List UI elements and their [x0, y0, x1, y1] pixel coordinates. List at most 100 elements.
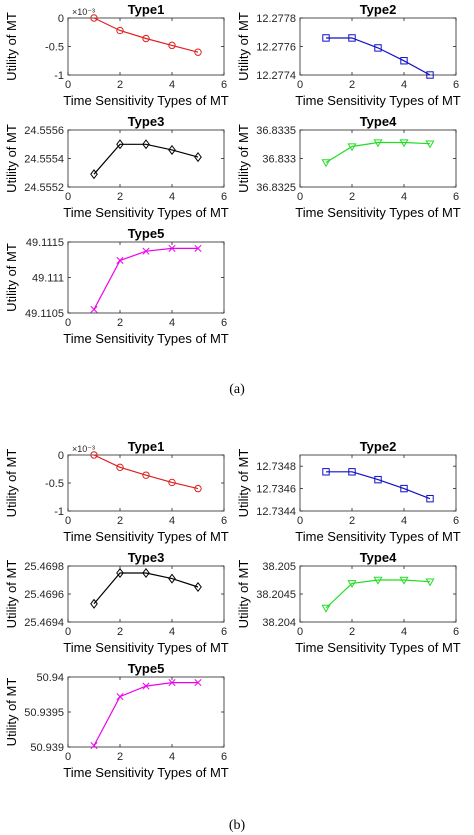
y-tick-label: 49.1105	[25, 308, 64, 320]
x-axis-label: Time Sensitivity Types of MT	[63, 205, 228, 220]
data-point	[142, 471, 150, 479]
series-line	[93, 572, 199, 605]
data-point	[90, 14, 98, 22]
y-tick-label: 50.94	[36, 672, 64, 684]
axes-box	[67, 454, 225, 512]
x-tick-label: 0	[65, 191, 71, 203]
data-point	[168, 478, 176, 487]
data-point	[426, 71, 434, 79]
data-point	[90, 305, 98, 314]
data-point	[194, 484, 202, 493]
y-tick-label: 49.111	[32, 273, 64, 285]
data-point	[194, 581, 202, 593]
data-point	[321, 159, 331, 168]
y-tick-label: 12.7344	[256, 506, 296, 518]
x-tick-label: 0	[65, 751, 71, 763]
data-point	[400, 57, 408, 65]
chart-title: Type3	[128, 550, 165, 565]
data-point	[142, 139, 150, 150]
y-axis-label: Utility of MT	[4, 243, 19, 312]
x-tick-label: 4	[169, 751, 175, 763]
series-line	[93, 454, 199, 490]
y-tick-label: 50.939	[30, 742, 64, 754]
data-point	[194, 48, 202, 56]
y-tick-label: 25.4696	[24, 589, 64, 601]
chart-title: Type4	[360, 550, 397, 565]
series-line	[326, 471, 431, 500]
caption-panel-a: (a)	[229, 382, 245, 397]
y-tick-label: 50.9395	[24, 707, 64, 719]
data-point	[90, 451, 98, 459]
x-tick-label: 0	[297, 626, 303, 638]
data-point	[142, 34, 150, 43]
y-tick-label: 24.5554	[24, 154, 64, 166]
data-point	[400, 484, 408, 493]
x-tick-label: 0	[65, 317, 71, 329]
data-point	[322, 468, 330, 476]
axes-box	[67, 241, 225, 314]
x-tick-label: 6	[221, 626, 227, 638]
series-line	[325, 579, 431, 609]
x-tick-label: 4	[401, 626, 407, 638]
axes-box	[299, 129, 457, 188]
axes-box	[299, 17, 457, 76]
data-point	[168, 144, 176, 155]
series-line	[326, 37, 431, 76]
data-point	[374, 44, 382, 52]
x-tick-label: 2	[349, 79, 355, 91]
x-tick-label: 0	[65, 626, 71, 638]
y-tick-label: -1	[54, 70, 64, 82]
subplot-a-type3: 0 2 4 6 24.5556 24.5554 24.5552 Type3 Time Sensi…	[4, 114, 229, 220]
x-axis-label: Time Sensitivity Types of MT	[295, 93, 460, 108]
x-tick-label: 6	[221, 191, 227, 203]
subplot-b-type1: 0 2 4 6 0 -0.5 -1 Type1 Time Sensitivity Types o…	[4, 439, 229, 544]
chart-title: Type4	[360, 114, 397, 129]
data-point	[90, 598, 98, 609]
x-tick-label: 6	[453, 79, 459, 91]
y-axis-label: Utility of MT	[236, 560, 251, 629]
y-tick-label: 36.833	[262, 154, 296, 166]
y-tick-label: 25.4698	[24, 561, 64, 573]
x-tick-label: 0	[297, 191, 303, 203]
chart-title: Type1	[128, 2, 165, 17]
data-point	[116, 26, 124, 35]
x-tick-label: 6	[221, 317, 227, 329]
x-axis-label: Time Sensitivity Types of MT	[295, 205, 460, 220]
x-tick-label: 4	[401, 79, 407, 91]
subplot-b-type2: 0 2 4 6 12.7348 12.7346 12.7344 Type2 Time Sensi…	[236, 439, 461, 544]
data-point	[116, 463, 124, 472]
x-axis-label: Time Sensitivity Types of MT	[63, 529, 228, 544]
data-point	[399, 139, 409, 148]
data-point	[142, 247, 150, 255]
data-point	[374, 475, 382, 484]
x-tick-label: 2	[117, 515, 123, 527]
x-axis-label: Time Sensitivity Types of MT	[63, 765, 228, 780]
chart-title: Type5	[128, 661, 165, 676]
subplot-b-type5: 0 2 4 6 50.94 50.9395 50.939 Type5 Time Sensitiv…	[4, 661, 229, 780]
x-tick-label: 4	[401, 515, 407, 527]
chart-title: Type1	[128, 439, 165, 454]
x-tick-label: 2	[117, 317, 123, 329]
y-axis-label: Utility of MT	[4, 449, 19, 518]
subplot-a-type5: 0 2 4 6 49.1115 49.111 49.1105 Type5 Time Sensit…	[4, 226, 229, 346]
x-tick-label: 6	[221, 515, 227, 527]
y-tick-label: 24.5556	[24, 125, 64, 137]
x-tick-label: 4	[169, 79, 175, 91]
series-line	[93, 143, 199, 175]
x-tick-label: 4	[401, 191, 407, 203]
axes-box	[67, 676, 225, 748]
x-tick-label: 4	[169, 515, 175, 527]
y-tick-label: 24.5552	[24, 182, 64, 194]
chart-title: Type2	[360, 2, 397, 17]
y-tick-label: 0	[58, 450, 64, 462]
subplot-b-type3: 0 2 4 6 25.4698 25.4696 25.4694 Type3 Time Sensi…	[4, 550, 229, 655]
x-tick-label: 0	[297, 515, 303, 527]
data-point	[322, 34, 330, 42]
x-tick-label: 4	[169, 317, 175, 329]
chart-title: Type3	[128, 114, 165, 129]
x-tick-label: 2	[349, 191, 355, 203]
data-point	[168, 41, 176, 50]
axes-box	[67, 565, 225, 623]
y-tick-label: 36.8325	[256, 182, 296, 194]
